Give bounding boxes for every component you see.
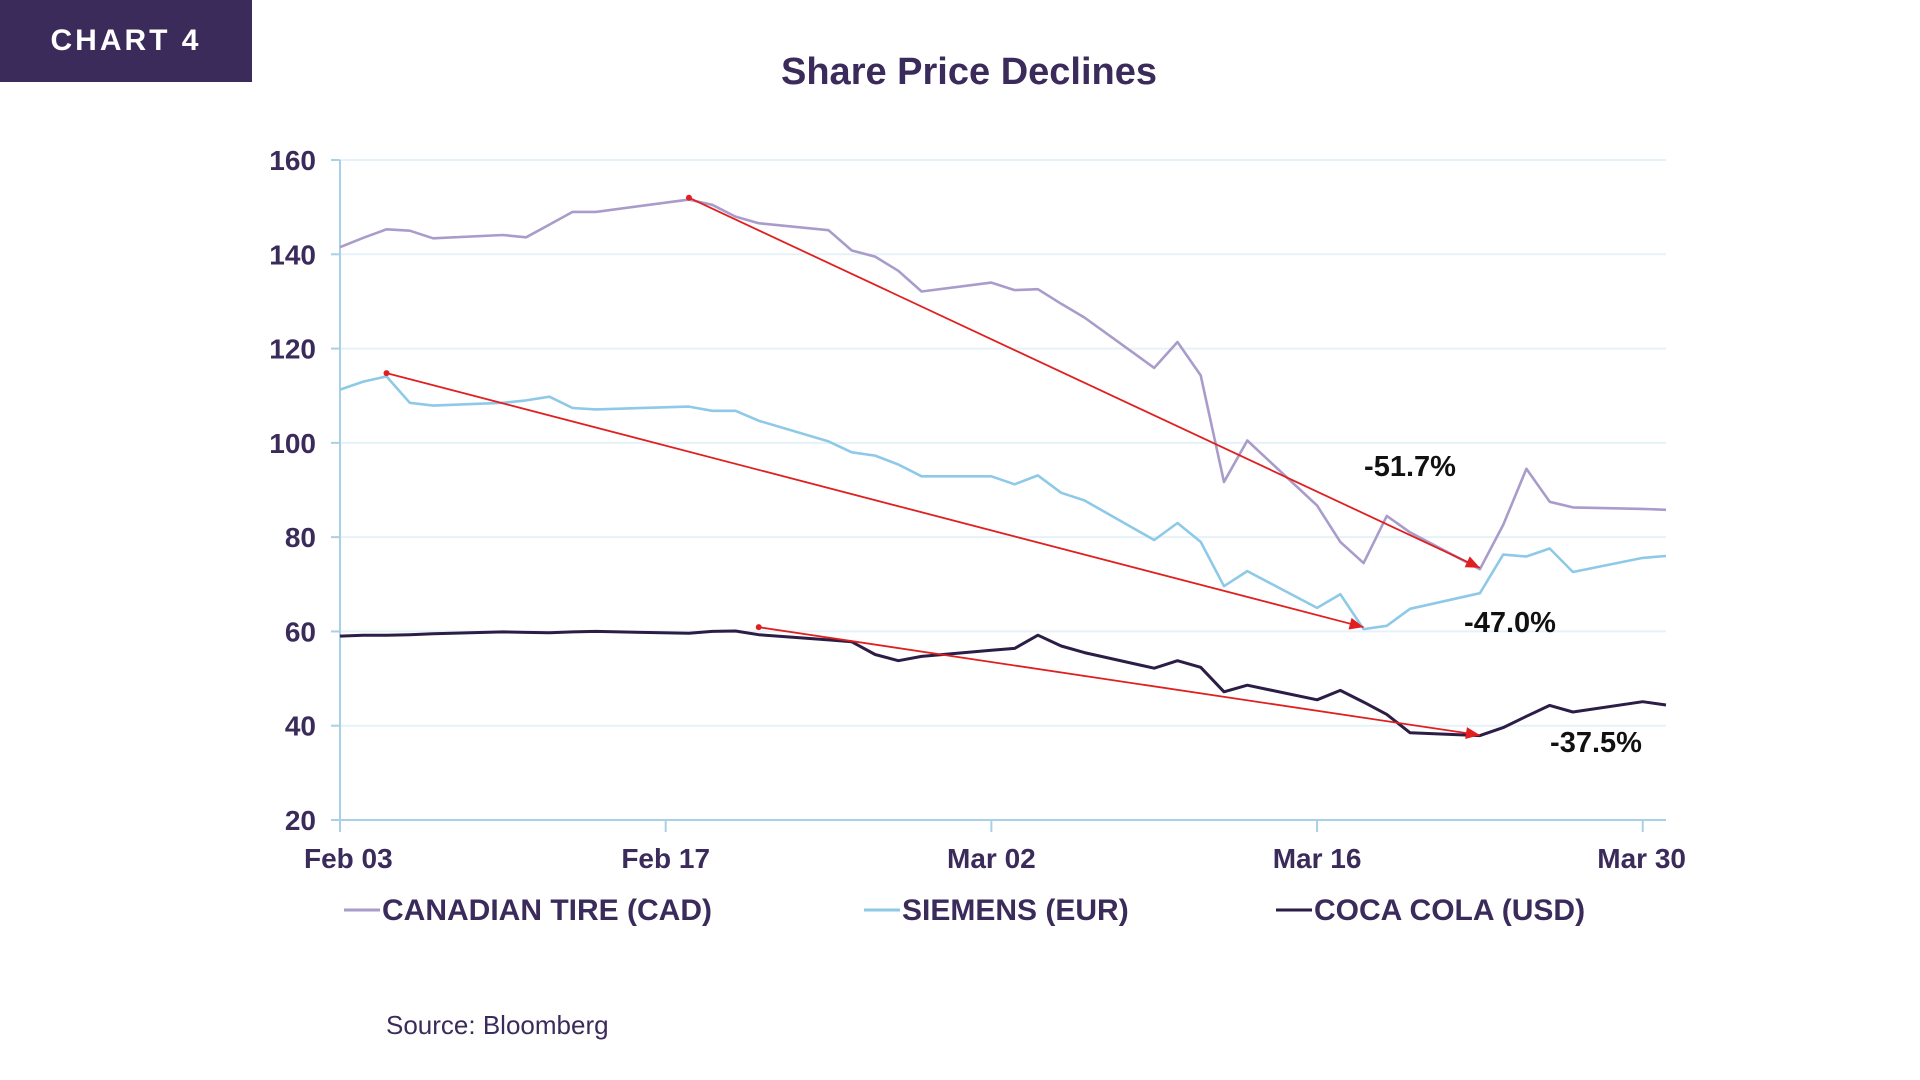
x-tick-label: Feb 17 (621, 843, 710, 874)
decline-annotations: -51.7% -47.0% -37.5% (1364, 451, 1642, 759)
trendline-arrowhead-2 (1348, 617, 1364, 630)
trendline-1 (688, 196, 1481, 569)
chart-title: Share Price Declines (781, 51, 1157, 93)
y-tick-label: 140 (269, 239, 316, 270)
y-tick-label: 100 (269, 428, 316, 459)
decline-label-1: -51.7% (1364, 451, 1456, 483)
x-tick-label: Mar 16 (1273, 843, 1362, 874)
chart-number-badge: CHART 4 (0, 0, 252, 82)
source-note: Source: Bloomberg (386, 1010, 609, 1040)
series-line-3 (339, 629, 1667, 738)
trendline-2 (386, 372, 1364, 629)
decline-label-2: -47.0% (1464, 607, 1556, 639)
decline-label-3: -37.5% (1550, 727, 1642, 759)
y-tick-label: 160 (269, 145, 316, 176)
x-tick-label: Mar 02 (947, 843, 1036, 874)
trendline-start-dot-1 (685, 194, 692, 201)
trendline-start-dot-2 (383, 370, 390, 377)
y-tick-label: 60 (285, 616, 316, 647)
y-tick-label: 20 (285, 805, 316, 836)
decline-trendlines (383, 194, 1481, 740)
legend-label-1: CANADIAN TIRE (CAD) (382, 894, 712, 927)
x-tick-label: Feb 03 (304, 843, 393, 874)
legend-label-3: COCA COLA (USD) (1314, 894, 1585, 927)
x-tick-label: Mar 30 (1597, 843, 1686, 874)
gridlines (340, 159, 1666, 727)
trendline-arrowhead-3 (1465, 727, 1480, 740)
y-tick-label: 40 (285, 711, 316, 742)
legend-label-2: SIEMENS (EUR) (902, 894, 1129, 927)
series-lines (339, 198, 1667, 738)
y-tick-label: 80 (285, 522, 316, 553)
trendline-start-dot-3 (755, 624, 762, 631)
series-line-1 (339, 198, 1667, 571)
legend: CANADIAN TIRE (CAD) SIEMENS (EUR) COCA COL… (344, 894, 1585, 927)
trendline-arrowhead-1 (1464, 556, 1480, 568)
series-line-2 (339, 375, 1667, 631)
trendline-3 (758, 626, 1481, 737)
axes: 20 40 60 80 100 120 140 160 Feb 03 Feb 17 Mar 02 Ma… (269, 145, 1686, 874)
y-tick-label: 120 (269, 334, 316, 365)
